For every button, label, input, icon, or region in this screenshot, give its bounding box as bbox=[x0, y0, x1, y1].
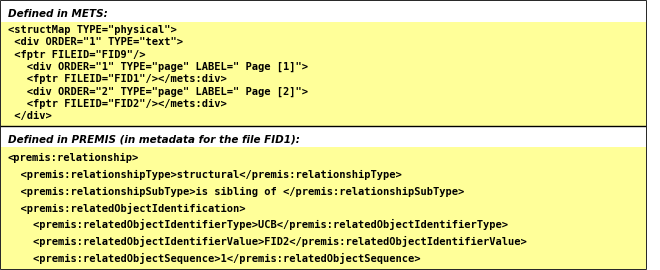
FancyBboxPatch shape bbox=[1, 147, 645, 269]
FancyBboxPatch shape bbox=[1, 1, 645, 22]
Text: <div ORDER="1" TYPE="page" LABEL=" Page [1]">: <div ORDER="1" TYPE="page" LABEL=" Page … bbox=[8, 62, 308, 72]
Text: <premis:relatedObjectIdentifierValue>FID2</premis:relatedObjectIdentifierValue>: <premis:relatedObjectIdentifierValue>FID… bbox=[8, 236, 527, 247]
FancyBboxPatch shape bbox=[1, 127, 645, 147]
Text: Defined in METS:: Defined in METS: bbox=[8, 9, 108, 19]
FancyBboxPatch shape bbox=[1, 1, 645, 269]
Text: <structMap TYPE="physical">: <structMap TYPE="physical"> bbox=[8, 25, 177, 35]
Text: Defined in PREMIS (in metadata for the file FID1):: Defined in PREMIS (in metadata for the f… bbox=[8, 134, 300, 144]
Text: <premis:relationshipSubType>is sibling of </premis:relationshipSubType>: <premis:relationshipSubType>is sibling o… bbox=[8, 187, 464, 197]
Text: <div ORDER="2" TYPE="page" LABEL=" Page [2]">: <div ORDER="2" TYPE="page" LABEL=" Page … bbox=[8, 86, 308, 97]
Text: <div ORDER="1" TYPE="text">: <div ORDER="1" TYPE="text"> bbox=[8, 37, 183, 47]
Text: <premis:relatedObjectIdentifierType>UCB</premis:relatedObjectIdentifierType>: <premis:relatedObjectIdentifierType>UCB<… bbox=[8, 220, 508, 230]
Text: </div>: </div> bbox=[8, 111, 51, 121]
Text: <premis:relatedObjectSequence>1</premis:relatedObjectSequence>: <premis:relatedObjectSequence>1</premis:… bbox=[8, 253, 420, 264]
FancyBboxPatch shape bbox=[1, 22, 645, 127]
Text: <fptr FILEID="FID2"/></mets:div>: <fptr FILEID="FID2"/></mets:div> bbox=[8, 99, 226, 109]
Text: <fptr FILEID="FID1"/></mets:div>: <fptr FILEID="FID1"/></mets:div> bbox=[8, 74, 226, 84]
Text: <premis:relatedObjectIdentification>: <premis:relatedObjectIdentification> bbox=[8, 203, 246, 214]
Text: <premis:relationship>: <premis:relationship> bbox=[8, 153, 139, 163]
Text: <fptr FILEID="FID9"/>: <fptr FILEID="FID9"/> bbox=[8, 50, 145, 60]
Text: <premis:relationshipType>structural</premis:relationshipType>: <premis:relationshipType>structural</pre… bbox=[8, 170, 401, 180]
